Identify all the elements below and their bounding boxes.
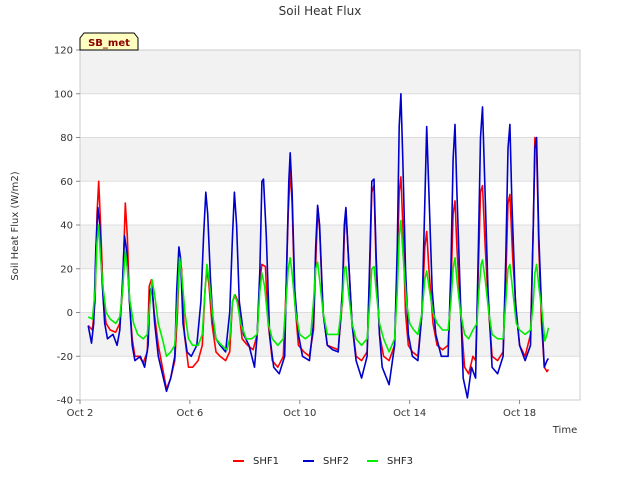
y-tick-label: 100	[54, 89, 73, 100]
x-axis-ticks: Oct 2 Oct 6 Oct 10 Oct 14 Oct 18	[67, 400, 536, 419]
x-tick-label: Oct 18	[503, 408, 536, 419]
plot-background-bands	[80, 50, 580, 400]
legend-item-shf2: SHF2	[303, 456, 349, 467]
plot-band	[80, 225, 580, 269]
y-tick-label: 0	[67, 308, 73, 319]
site-badge-box	[79, 32, 139, 51]
y-tick-label: 80	[60, 133, 73, 144]
legend-item-shf1: SHF1	[233, 456, 279, 467]
y-tick-label: 120	[54, 46, 73, 57]
plot-band	[80, 50, 580, 94]
legend-item-shf3: SHF3	[367, 456, 413, 467]
plot-band	[80, 93, 580, 138]
y-axis-ticks: -40 -20 0 20 40 60 80 100 120	[54, 46, 80, 407]
plot-band	[80, 268, 580, 313]
series-lines	[87, 93, 550, 399]
legend: SHF1 SHF2 SHF3	[233, 456, 413, 467]
site-badge: SB_met	[79, 32, 139, 51]
x-axis-title: Time	[552, 425, 577, 436]
series-line-shf2	[87, 93, 550, 399]
x-tick-label: Oct 10	[283, 408, 316, 419]
y-tick-label: -20	[57, 352, 73, 363]
x-tick-label: Oct 2	[67, 408, 94, 419]
series-line-shf3	[87, 219, 550, 358]
legend-label: SHF2	[323, 456, 349, 467]
chart-title: Soil Heat Flux	[279, 4, 362, 18]
y-tick-label: 20	[60, 264, 73, 275]
plot-band	[80, 137, 580, 182]
plot-band	[80, 356, 580, 400]
plot-band	[80, 181, 580, 225]
legend-label: SHF1	[253, 456, 279, 467]
y-tick-label: 60	[60, 177, 73, 188]
y-tick-label: 40	[60, 221, 73, 232]
site-badge-label: SB_met	[88, 38, 130, 49]
y-tick-label: -40	[57, 396, 73, 407]
y-axis-title: Soil Heat Flux (W/m2)	[10, 171, 21, 280]
legend-label: SHF3	[387, 456, 413, 467]
x-tick-label: Oct 6	[176, 408, 203, 419]
x-tick-label: Oct 14	[393, 408, 426, 419]
